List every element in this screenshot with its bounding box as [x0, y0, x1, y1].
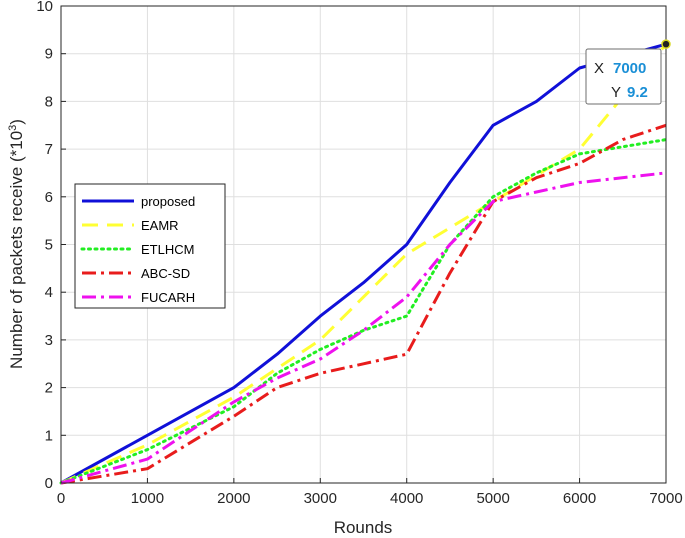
series-line-3 [59, 138, 668, 485]
x-tick-label: 0 [57, 490, 65, 507]
series-line-1 [60, 42, 667, 485]
x-axis-label: Rounds [334, 518, 393, 537]
legend-label: ABC-SD [141, 266, 190, 281]
legend-label: EAMR [141, 218, 179, 233]
data-tip-marker [661, 39, 671, 49]
data-tip[interactable]: X 7000 Y 9.2 [585, 39, 671, 105]
axis-ticks: 0 1000 2000 3000 4000 5000 6000 7000 0 1 2 3 4 5 6 7 8 9 1… [36, 0, 682, 507]
y-tick-label: 9 [45, 46, 53, 63]
data-tip-x-label: X [594, 60, 604, 77]
y-tick-label: 3 [45, 332, 53, 349]
data-tip-x-value: 7000 [613, 60, 646, 77]
x-tick-label: 4000 [390, 490, 423, 507]
data-tip-box [585, 48, 662, 105]
x-tick-label: 2000 [217, 490, 250, 507]
data-tip-y-label: Y [611, 84, 621, 101]
x-tick-label: 6000 [563, 490, 596, 507]
y-tick-label: 10 [36, 0, 53, 15]
y-tick-label: 5 [45, 237, 53, 254]
x-tick-label: 3000 [304, 490, 337, 507]
x-tick-label: 5000 [476, 490, 509, 507]
y-tick-label: 8 [45, 93, 53, 110]
y-axis-label: Number of packets receive (*103) [7, 119, 26, 369]
y-axis-label-text: Number of packets receive (*10 [7, 131, 26, 369]
y-tick-label: 6 [45, 189, 53, 206]
series-lines [59, 42, 668, 485]
legend-box [74, 183, 226, 309]
y-tick-label: 7 [45, 141, 53, 158]
series-line-2 [60, 43, 668, 485]
y-tick-label: 0 [45, 475, 53, 492]
series-line-5 [60, 171, 667, 485]
y-tick-label: 4 [45, 284, 53, 301]
legend-label: FUCARH [141, 290, 195, 305]
legend-label: ETLHCM [141, 242, 194, 257]
legend: proposed EAMR ETLHCM ABC-SD FUCARH [74, 183, 226, 309]
y-tick-label: 2 [45, 380, 53, 397]
y-axis-label-exponent: 3 [7, 125, 19, 131]
y-tick-label: 1 [45, 427, 53, 444]
legend-label: proposed [141, 194, 195, 209]
x-tick-label: 7000 [649, 490, 682, 507]
x-tick-label: 1000 [131, 490, 164, 507]
y-axis-label-close: ) [7, 119, 26, 125]
data-tip-y-value: 9.2 [627, 84, 648, 101]
